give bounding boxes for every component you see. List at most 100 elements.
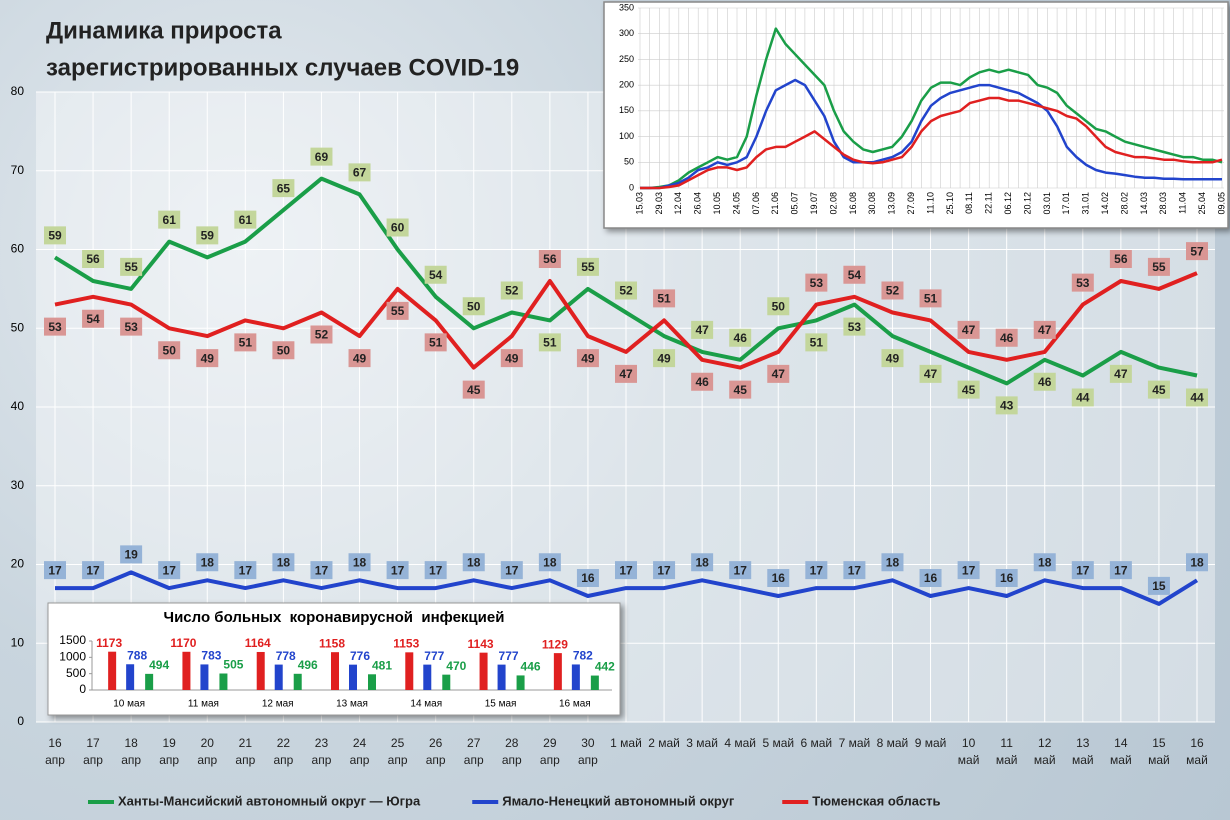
label-box xyxy=(310,325,333,344)
data-label: 47 xyxy=(1114,367,1128,381)
data-label: 19 xyxy=(124,548,138,562)
y-tick-label: 20 xyxy=(11,557,25,571)
series-line xyxy=(55,570,1199,606)
bar xyxy=(479,652,488,690)
data-label: 17 xyxy=(429,563,443,577)
data-label: 51 xyxy=(924,292,938,306)
label-box xyxy=(767,364,790,383)
data-label: 18 xyxy=(277,555,291,569)
data-label: 47 xyxy=(695,323,709,337)
x-tick-label: 18 апр xyxy=(121,736,142,767)
x-tick-label: 19.07 xyxy=(809,192,819,215)
data-label: 1129 xyxy=(542,637,568,651)
label-box xyxy=(500,349,523,368)
label-box xyxy=(1147,380,1170,399)
data-label: 777 xyxy=(499,649,519,663)
label-box xyxy=(500,561,523,580)
x-tick-label: 29 апр xyxy=(539,736,560,767)
label-box xyxy=(386,561,409,580)
label-box xyxy=(386,218,409,237)
data-label: 50 xyxy=(772,299,786,313)
label-box xyxy=(1033,320,1056,339)
data-label: 53 xyxy=(810,276,824,290)
data-label: 46 xyxy=(1038,375,1052,389)
x-tick-label: 25.04 xyxy=(1197,192,1207,215)
x-tick-label: 03.01 xyxy=(1042,192,1052,215)
x-tick-label: 15 мая xyxy=(485,699,517,710)
label-box xyxy=(1186,242,1208,261)
label-box xyxy=(1147,576,1170,595)
data-label: 17 xyxy=(163,563,177,577)
label-box xyxy=(653,349,676,368)
y-tick-label: 40 xyxy=(11,399,25,413)
y-tick-label: 500 xyxy=(66,666,86,680)
data-label: 61 xyxy=(239,213,253,227)
data-label: 17 xyxy=(810,563,824,577)
label-box xyxy=(843,317,866,336)
data-label: 51 xyxy=(239,336,253,350)
x-tick-label: 8 май xyxy=(876,736,909,750)
data-label: 54 xyxy=(86,312,100,326)
x-tick-label: 17.01 xyxy=(1061,192,1071,215)
data-label: 777 xyxy=(424,649,444,663)
data-label: 44 xyxy=(1190,391,1204,405)
data-label: 442 xyxy=(595,660,615,674)
label-box xyxy=(615,281,637,300)
label-box xyxy=(120,545,143,564)
data-label: 17 xyxy=(1114,563,1128,577)
data-label: 46 xyxy=(734,331,748,345)
label-box xyxy=(538,553,561,572)
data-label: 782 xyxy=(573,649,593,663)
data-label: 17 xyxy=(619,563,633,577)
data-label: 17 xyxy=(1076,563,1090,577)
x-tick-label: 15.03 xyxy=(634,192,644,215)
label-box xyxy=(805,273,828,292)
x-tick-label: 1 май xyxy=(610,736,642,750)
data-label: 18 xyxy=(467,555,481,569)
label-box xyxy=(843,265,866,284)
label-box xyxy=(805,561,828,580)
data-label: 59 xyxy=(48,229,62,243)
x-tick-label: 24 апр xyxy=(349,736,370,767)
label-box xyxy=(310,147,333,166)
label-box xyxy=(158,210,181,229)
data-label: 57 xyxy=(1190,244,1204,258)
data-label: 45 xyxy=(1152,383,1166,397)
x-tick-label: 20.12 xyxy=(1022,192,1032,215)
data-label: 53 xyxy=(1076,276,1090,290)
label-box xyxy=(500,281,523,300)
x-tick-label: 20 апр xyxy=(197,736,218,767)
label-box xyxy=(462,553,485,572)
label-box xyxy=(919,289,942,308)
series-line xyxy=(640,96,1223,190)
bar xyxy=(200,664,209,690)
label-box xyxy=(729,380,752,399)
data-label: 54 xyxy=(429,268,443,282)
y-tick-label: 1000 xyxy=(59,650,86,664)
data-label: 43 xyxy=(1000,399,1014,413)
x-tick-label: 07.06 xyxy=(751,192,761,215)
bar xyxy=(145,673,154,690)
data-label: 50 xyxy=(467,299,481,313)
x-tick-label: 3 май xyxy=(686,736,718,750)
label-box xyxy=(348,163,371,182)
y-tick-label: 200 xyxy=(619,80,634,90)
x-tick-label: 25 апр xyxy=(387,736,408,767)
label-box xyxy=(272,341,295,360)
x-tick-label: 22 апр xyxy=(273,736,294,767)
label-box xyxy=(348,553,371,572)
label-box xyxy=(1109,364,1132,383)
label-box xyxy=(881,553,904,572)
data-label: 18 xyxy=(1038,555,1052,569)
data-label: 51 xyxy=(657,292,671,306)
label-box xyxy=(1186,388,1208,407)
label-box xyxy=(1033,372,1056,391)
label-box xyxy=(1071,388,1094,407)
data-label: 18 xyxy=(201,555,215,569)
label-box xyxy=(691,320,714,339)
bar xyxy=(368,674,376,690)
data-label: 49 xyxy=(886,351,900,365)
label-box xyxy=(576,349,599,368)
